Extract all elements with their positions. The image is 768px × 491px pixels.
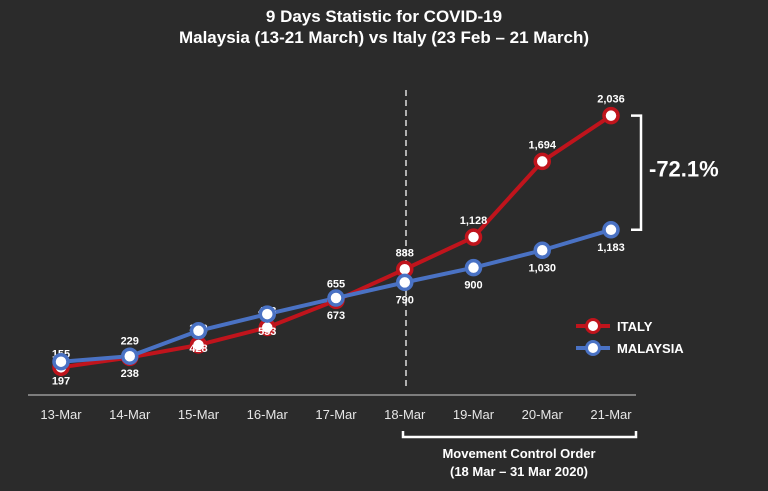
- data-point-malaysia: [533, 241, 551, 260]
- data-point-malaysia: [464, 258, 483, 277]
- gap-bracket: [631, 114, 643, 232]
- data-point-malaysia: [189, 322, 208, 340]
- data-point-malaysia: [258, 305, 276, 323]
- x-tick-label-13-Mar: 13-Mar: [40, 407, 82, 422]
- x-tick-label-19-Mar: 19-Mar: [453, 407, 495, 422]
- data-label-malaysia: 790: [396, 294, 414, 306]
- data-point-malaysia: [52, 352, 70, 371]
- data-point-italy: [602, 106, 620, 125]
- mco-bracket: [401, 431, 638, 439]
- data-label-malaysia: 197: [52, 376, 70, 388]
- data-label-malaysia: 900: [464, 280, 482, 292]
- legend-marker-italy: [585, 318, 601, 334]
- data-point-italy: [533, 152, 551, 171]
- chart-title-block: 9 Days Statistic for COVID-19 Malaysia (…: [0, 6, 768, 48]
- chart-title: 9 Days Statistic for COVID-19: [265, 7, 503, 26]
- data-label-italy: 2,036: [597, 94, 625, 106]
- mco-label-dates: (18 Mar – 31 Mar 2020): [450, 464, 588, 479]
- data-label-malaysia: 428: [189, 343, 207, 355]
- data-label-italy: 229: [121, 335, 139, 347]
- x-tick-label-15-Mar: 15-Mar: [178, 407, 220, 422]
- x-tick-label-17-Mar: 17-Mar: [315, 407, 357, 422]
- data-point-malaysia: [121, 347, 139, 365]
- x-tick-label-18-Mar: 18-Mar: [384, 407, 426, 422]
- data-label-malaysia: 673: [327, 310, 345, 322]
- data-label-italy: 1,128: [460, 215, 488, 227]
- data-label-malaysia: 553: [258, 326, 276, 338]
- mco-label-title: Movement Control Order: [442, 446, 595, 461]
- series-line-italy: [60, 113, 613, 370]
- data-label-malaysia: 238: [121, 368, 139, 380]
- x-tick-label-21-Mar: 21-Mar: [590, 407, 632, 422]
- chart-subtitle: Malaysia (13-21 March) vs Italy (23 Feb …: [178, 28, 590, 47]
- x-tick-label-16-Mar: 16-Mar: [247, 407, 289, 422]
- gap-annotation-label: -72.1%: [649, 157, 719, 182]
- data-point-malaysia: [396, 273, 414, 292]
- data-label-malaysia: 1,183: [597, 242, 625, 254]
- x-tick-label-20-Mar: 20-Mar: [522, 407, 564, 422]
- data-point-malaysia: [602, 221, 620, 239]
- legend-label-malaysia: MALAYSIA: [617, 341, 684, 356]
- x-tick-label-14-Mar: 14-Mar: [109, 407, 151, 422]
- data-point-italy: [464, 228, 483, 246]
- data-label-italy: 1,694: [528, 139, 556, 151]
- legend-label-italy: ITALY: [617, 319, 653, 334]
- data-label-malaysia: 1,030: [528, 262, 556, 274]
- legend-marker-malaysia: [585, 340, 601, 356]
- data-label-italy: 655: [327, 278, 345, 290]
- data-point-malaysia: [327, 289, 345, 307]
- data-label-italy: 888: [396, 247, 414, 259]
